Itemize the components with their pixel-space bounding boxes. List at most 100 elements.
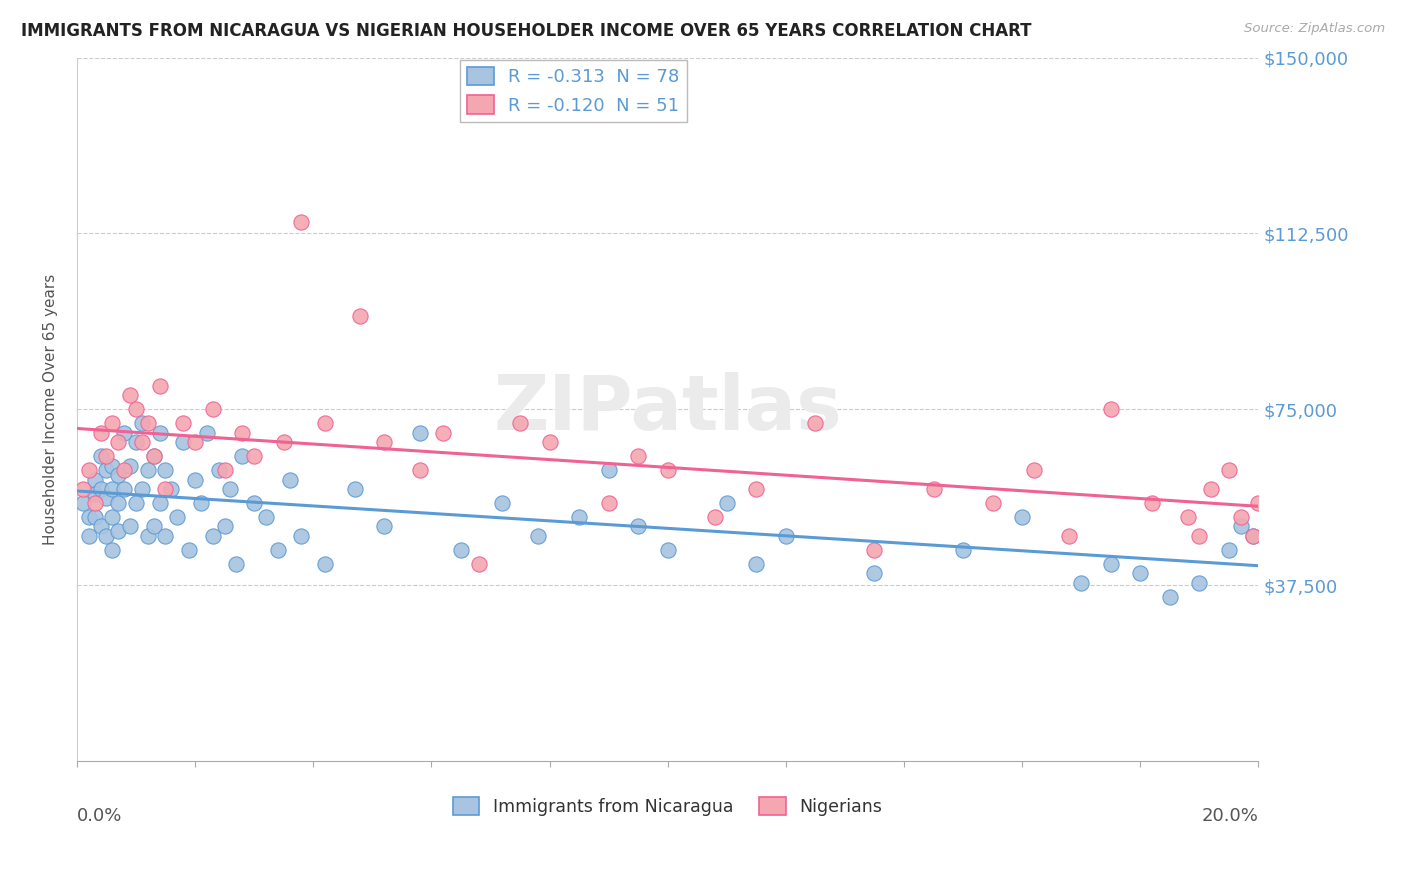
Point: [254, 510, 277, 524]
Point: [118, 458, 141, 473]
Point: [125, 496, 148, 510]
Point: [1241, 529, 1264, 543]
Point: [349, 309, 371, 323]
Point: [89, 425, 111, 440]
Text: IMMIGRANTS FROM NICARAGUA VS NIGERIAN HOUSEHOLDER INCOME OVER 65 YEARS CORRELATI: IMMIGRANTS FROM NICARAGUA VS NIGERIAN HO…: [21, 22, 1032, 40]
Point: [112, 425, 135, 440]
Point: [243, 496, 266, 510]
Point: [83, 473, 105, 487]
Text: ZIPatlas: ZIPatlas: [494, 372, 842, 446]
Point: [981, 496, 1004, 510]
Point: [101, 458, 124, 473]
Point: [1059, 529, 1081, 543]
Point: [231, 425, 253, 440]
Point: [107, 435, 129, 450]
Point: [184, 473, 207, 487]
Point: [149, 425, 172, 440]
Text: Source: ZipAtlas.com: Source: ZipAtlas.com: [1244, 22, 1385, 36]
Point: [267, 542, 290, 557]
Point: [96, 449, 118, 463]
Point: [208, 463, 231, 477]
Point: [184, 435, 207, 450]
Point: [83, 486, 105, 500]
Point: [290, 215, 312, 229]
Point: [408, 463, 430, 477]
Point: [922, 482, 945, 496]
Point: [1099, 557, 1122, 571]
Point: [131, 482, 153, 496]
Point: [1199, 482, 1222, 496]
Point: [863, 566, 886, 581]
Point: [96, 463, 118, 477]
Point: [107, 467, 129, 482]
Point: [509, 417, 531, 431]
Point: [1241, 529, 1264, 543]
Point: [136, 529, 159, 543]
Point: [83, 496, 105, 510]
Point: [538, 435, 561, 450]
Point: [1011, 510, 1033, 524]
Point: [745, 482, 768, 496]
Point: [627, 449, 650, 463]
Point: [89, 449, 111, 463]
Point: [1070, 575, 1092, 590]
Point: [112, 482, 135, 496]
Point: [107, 524, 129, 538]
Point: [142, 449, 165, 463]
Point: [1218, 463, 1240, 477]
Point: [96, 491, 118, 506]
Text: 0.0%: 0.0%: [77, 806, 122, 824]
Point: [89, 519, 111, 533]
Point: [83, 510, 105, 524]
Point: [179, 542, 201, 557]
Point: [1022, 463, 1045, 477]
Point: [491, 496, 513, 510]
Point: [219, 482, 242, 496]
Point: [77, 529, 100, 543]
Point: [149, 379, 172, 393]
Point: [716, 496, 738, 510]
Point: [155, 529, 177, 543]
Point: [112, 463, 135, 477]
Point: [290, 529, 312, 543]
Point: [1247, 496, 1270, 510]
Point: [278, 473, 301, 487]
Point: [107, 496, 129, 510]
Point: [627, 519, 650, 533]
Point: [343, 482, 366, 496]
Point: [373, 435, 395, 450]
Point: [273, 435, 295, 450]
Point: [72, 496, 94, 510]
Point: [314, 417, 336, 431]
Point: [408, 425, 430, 440]
Point: [373, 519, 395, 533]
Point: [172, 435, 194, 450]
Point: [568, 510, 591, 524]
Point: [101, 542, 124, 557]
Point: [598, 463, 620, 477]
Point: [125, 402, 148, 417]
Point: [195, 425, 218, 440]
Point: [190, 496, 212, 510]
Point: [1218, 542, 1240, 557]
Point: [118, 388, 141, 402]
Point: [201, 402, 224, 417]
Point: [314, 557, 336, 571]
Point: [804, 417, 827, 431]
Point: [1159, 590, 1181, 604]
Y-axis label: Householder Income Over 65 years: Householder Income Over 65 years: [44, 274, 58, 545]
Point: [703, 510, 725, 524]
Point: [101, 417, 124, 431]
Point: [166, 510, 188, 524]
Point: [745, 557, 768, 571]
Point: [155, 463, 177, 477]
Point: [214, 463, 236, 477]
Point: [89, 482, 111, 496]
Point: [775, 529, 797, 543]
Point: [243, 449, 266, 463]
Point: [1177, 510, 1199, 524]
Text: 20.0%: 20.0%: [1202, 806, 1258, 824]
Point: [657, 542, 679, 557]
Point: [72, 482, 94, 496]
Point: [172, 417, 194, 431]
